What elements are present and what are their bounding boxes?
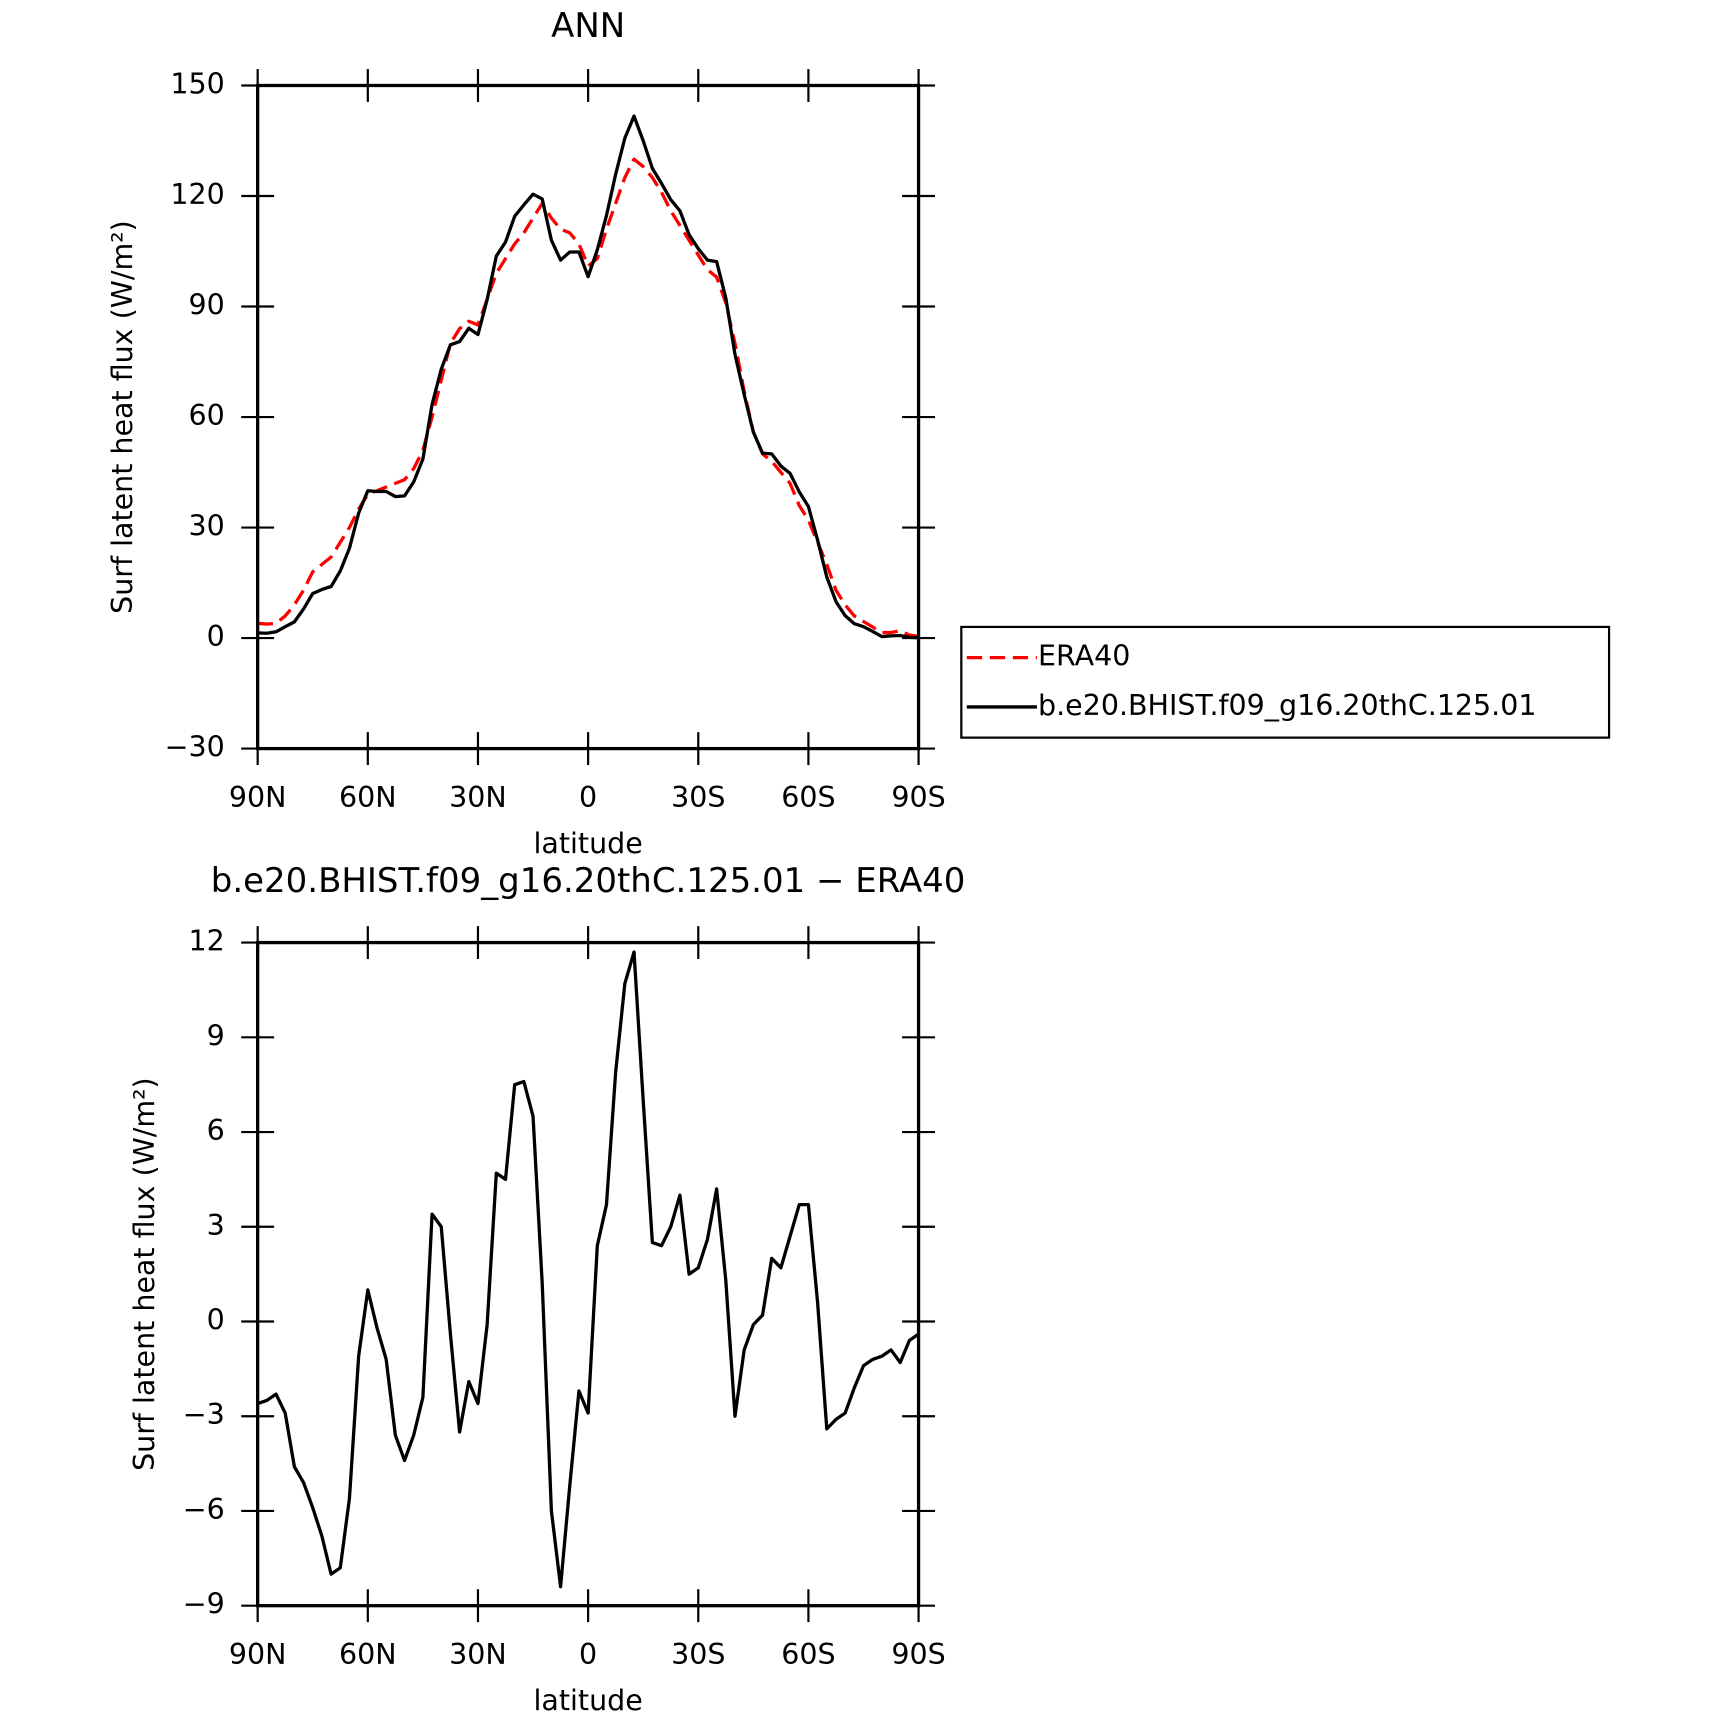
- y-tick-label: 90: [189, 289, 225, 322]
- x-tick-label: 90N: [229, 1638, 287, 1671]
- y-tick-label: −9: [183, 1588, 225, 1621]
- y-tick-label: 6: [207, 1114, 225, 1147]
- y-tick-label: 0: [207, 620, 225, 653]
- legend-box: [960, 625, 1611, 739]
- x-axis-label: latitude: [533, 827, 642, 860]
- chart-title: b.e20.BHIST.f09_g16.20thC.125.01 − ERA40: [211, 861, 966, 901]
- x-tick-label: 0: [579, 1638, 597, 1671]
- y-tick-label: 120: [170, 178, 224, 211]
- x-tick-label: 60S: [781, 781, 835, 814]
- y-tick-label: 0: [207, 1303, 225, 1336]
- y-tick-label: −30: [165, 731, 225, 764]
- x-tick-label: 30S: [671, 1638, 725, 1671]
- y-axis-label: Surf latent heat flux (W/m²): [128, 1077, 161, 1471]
- y-tick-label: 60: [189, 399, 225, 432]
- legend-label: ERA40: [1038, 640, 1130, 673]
- data-line: [257, 950, 920, 1589]
- x-tick-label: 30S: [671, 781, 725, 814]
- y-tick-label: 9: [207, 1019, 225, 1052]
- y-axis-label: Surf latent heat flux (W/m²): [106, 220, 139, 614]
- x-tick-label: 0: [579, 781, 597, 814]
- x-tick-label: 90S: [891, 781, 945, 814]
- legend-label: b.e20.BHIST.f09_g16.20thC.125.01: [1038, 689, 1536, 722]
- x-tick-label: 60N: [339, 1638, 397, 1671]
- x-tick-label: 30N: [449, 1638, 507, 1671]
- data-line: [257, 157, 919, 638]
- y-tick-label: 12: [189, 925, 225, 958]
- x-tick-label: 60S: [781, 1638, 835, 1671]
- x-axis-label: latitude: [533, 1684, 642, 1712]
- y-tick-label: 150: [170, 67, 224, 100]
- plot-frame: [256, 940, 921, 1608]
- plot-frame: [256, 83, 921, 751]
- x-tick-label: 60N: [339, 781, 397, 814]
- y-tick-label: 3: [207, 1209, 225, 1242]
- x-tick-label: 90N: [229, 781, 287, 814]
- y-tick-label: 30: [189, 510, 225, 543]
- y-tick-label: −6: [183, 1493, 225, 1526]
- x-tick-label: 30N: [449, 781, 507, 814]
- data-line: [257, 114, 919, 640]
- y-tick-label: −3: [183, 1398, 225, 1431]
- chart-title: ANN: [551, 6, 625, 46]
- x-tick-label: 90S: [891, 1638, 945, 1671]
